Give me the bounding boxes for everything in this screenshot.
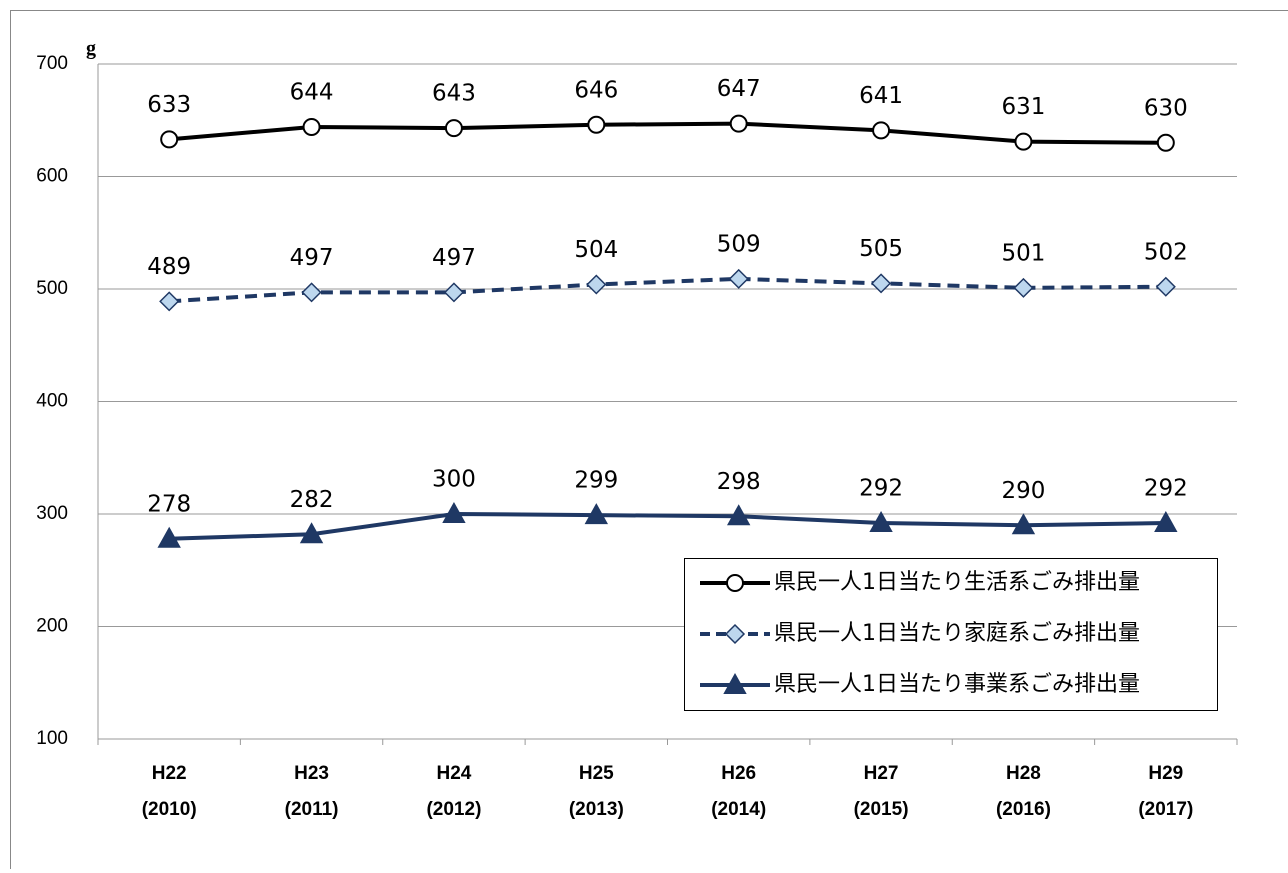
data-label: 489 [147,254,191,280]
x-tick-label: H27 [864,763,899,784]
data-label: 282 [290,487,334,513]
data-label: 643 [432,81,476,107]
x-tick-label: (2011) [285,799,339,820]
x-tick-label: (2014) [711,799,766,820]
marker [304,119,320,135]
y-tick-label: 500 [36,278,68,299]
marker [731,116,747,132]
legend-label: 県民一人1日当たり事業系ごみ排出量 [774,672,1140,697]
data-label: 278 [147,491,191,517]
y-tick-label: 100 [36,728,68,749]
data-label: 300 [432,467,476,493]
x-tick-label: H26 [721,763,756,784]
marker [588,117,604,133]
x-tick-label: H28 [1006,763,1041,784]
data-label: 633 [147,92,191,118]
x-tick-label: (2013) [569,799,624,820]
x-tick-label: H24 [437,763,472,784]
marker [1015,134,1031,150]
data-label: 292 [1144,476,1188,502]
marker [873,122,889,138]
y-tick-label: 400 [36,391,68,412]
x-tick-label: H29 [1148,763,1183,784]
y-tick-label: 700 [36,53,68,74]
marker [1158,135,1174,151]
x-tick-label: (2015) [854,799,909,820]
data-label: 644 [290,80,334,106]
marker [446,120,462,136]
y-tick-label: 600 [36,166,68,187]
legend-label: 県民一人1日当たり生活系ごみ排出量 [774,570,1140,595]
x-tick-label: (2017) [1138,799,1193,820]
data-label: 299 [574,468,618,494]
legend-label: 県民一人1日当たり家庭系ごみ排出量 [774,621,1140,646]
x-tick-label: (2016) [996,799,1051,820]
x-tick-label: H22 [152,763,187,784]
data-label: 641 [859,83,903,109]
data-label: 501 [1001,240,1045,266]
data-label: 631 [1001,94,1045,120]
data-label: 647 [717,76,761,102]
marker [161,131,177,147]
data-label: 298 [717,469,761,495]
data-label: 497 [290,245,334,271]
x-tick-label: H25 [579,763,614,784]
data-label: 505 [859,236,903,262]
data-label: 497 [432,245,476,271]
data-label: 504 [574,237,618,263]
x-tick-label: H23 [294,763,329,784]
chart-frame [11,11,1288,870]
data-label: 646 [574,77,618,103]
x-tick-label: (2012) [426,799,481,820]
x-tick-label: (2010) [142,799,197,820]
data-label: 292 [859,476,903,502]
y-tick-label: 300 [36,503,68,524]
data-label: 630 [1144,95,1188,121]
y-tick-label: 200 [36,616,68,637]
data-label: 509 [717,231,761,257]
data-label: 290 [1001,478,1045,504]
y-unit: g [86,38,96,60]
marker [727,575,743,591]
data-label: 502 [1144,239,1188,265]
